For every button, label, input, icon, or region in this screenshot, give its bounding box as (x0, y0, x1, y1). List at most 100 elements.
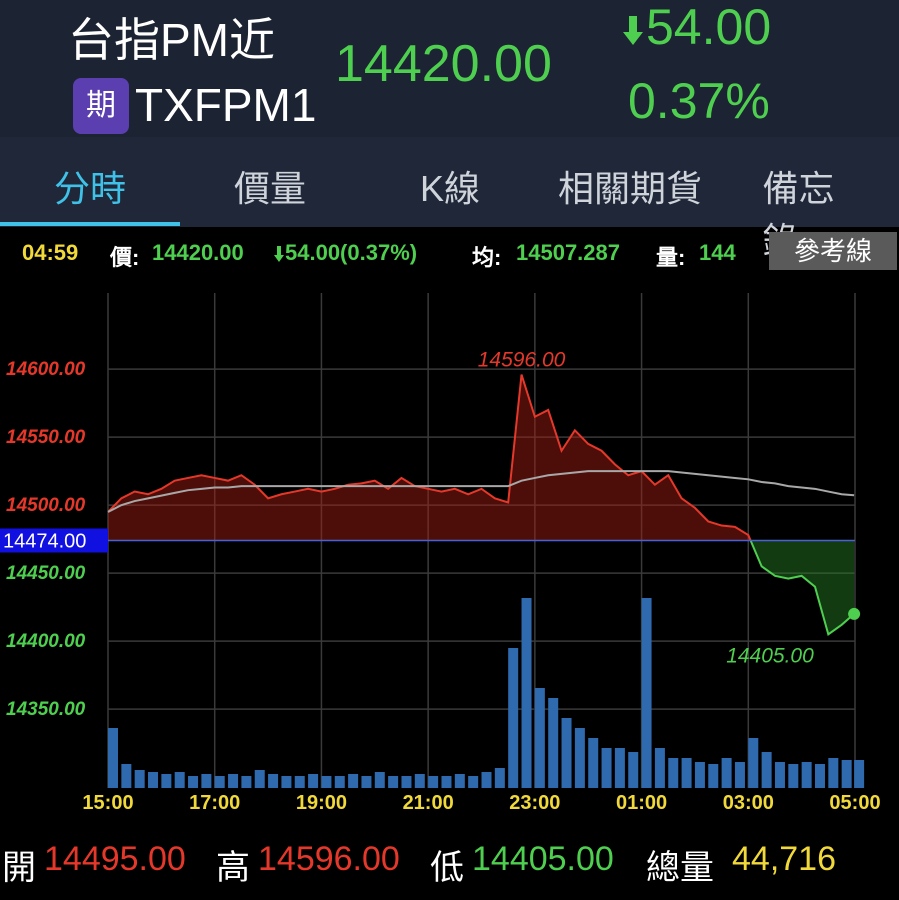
price-line (108, 374, 752, 541)
badge: 期 (73, 78, 129, 134)
info-label: 均: (472, 245, 502, 270)
volume-bar (481, 772, 492, 788)
volume-bar (374, 772, 385, 788)
footer-label: 總量 (646, 849, 714, 887)
volume-bar (841, 760, 852, 788)
volume-bar (614, 748, 625, 788)
volume-bar (428, 776, 439, 788)
chart: 14474.00 14350.00 14400.00 14450.00 14500.00… (0, 293, 881, 814)
volume-bar (508, 648, 519, 788)
volume-bar (201, 774, 212, 788)
volume-bar (854, 760, 865, 788)
footer-value: 14405.00 (472, 840, 614, 878)
volume-bar (788, 764, 799, 788)
average-line (107, 470, 855, 513)
volume-bar (174, 772, 185, 788)
last-point (848, 607, 861, 620)
tab[interactable]: K線 (419, 168, 481, 209)
volume-bar (268, 774, 279, 788)
volume-bar (348, 774, 359, 788)
x-tick-label: 15:00 (82, 792, 133, 814)
volume-bar (214, 776, 225, 788)
tab-underline (0, 222, 180, 226)
volume-bar (654, 748, 665, 788)
volume-bar (534, 688, 545, 788)
volume-bar (748, 738, 759, 788)
volume-bar (734, 762, 745, 788)
info-label: 價: (110, 245, 140, 270)
price-area (108, 540, 855, 635)
annotation: 14596.00 (478, 349, 566, 372)
volume-bar (161, 774, 172, 788)
x-tick-label: 05:00 (829, 792, 880, 814)
footer-value: 44,716 (732, 840, 836, 878)
volume-bar (548, 698, 559, 788)
down-arrow (623, 16, 643, 45)
volume-bar (694, 762, 705, 788)
footer-value: 14596.00 (258, 840, 400, 878)
volume-bar (441, 776, 452, 788)
volume-bar (588, 738, 599, 788)
footer-value: 14495.00 (44, 840, 186, 878)
footer-label: 開 (2, 849, 36, 887)
volume-bar (681, 758, 692, 788)
y-tick-label: 14350.00 (6, 699, 86, 720)
volume-bar (601, 748, 612, 788)
tab[interactable]: 相關期貨 (557, 168, 703, 209)
volume-bar (321, 776, 332, 788)
volume-bar (761, 752, 772, 788)
x-tick-label: 23:00 (509, 792, 560, 814)
volume-bar (281, 776, 292, 788)
x-tick-label: 01:00 (616, 792, 667, 814)
header (0, 0, 899, 137)
y-tick-label: 14450.00 (6, 563, 86, 584)
volume-bar (294, 776, 305, 788)
volume-bar (388, 776, 399, 788)
annotation: 14405.00 (726, 644, 814, 667)
info-time: 04:59 (22, 240, 79, 265)
y-tick-label: 14550.00 (6, 427, 86, 448)
volume-bar (801, 762, 812, 788)
volume-bar (334, 776, 345, 788)
volume-bar (228, 774, 239, 788)
info-label: 量: (656, 245, 686, 270)
code: TXFPM1 (135, 79, 317, 131)
info-price: 14420.00 (152, 240, 244, 265)
tab[interactable]: 價量 (233, 168, 307, 209)
volume-bar (134, 770, 145, 788)
volume-bar (361, 776, 372, 788)
change: 54.00 (646, 0, 772, 55)
y-tick-label: 14500.00 (6, 495, 86, 516)
x-tick-label: 19:00 (296, 792, 347, 814)
reference-button[interactable]: 參考線 (769, 232, 897, 270)
volume-bar (521, 598, 532, 788)
x-tick-label: 17:00 (189, 792, 240, 814)
info-avg: 14507.287 (516, 240, 620, 265)
info-volume: 144 (699, 240, 736, 265)
volume-bar (561, 718, 572, 788)
tab-bar (0, 137, 899, 227)
volume-bar (401, 776, 412, 788)
volume-bar (308, 774, 319, 788)
volume-bar (468, 776, 479, 788)
volume-bar (641, 598, 652, 788)
y-tick-label: 14600.00 (6, 359, 86, 380)
x-tick-label: 21:00 (403, 792, 454, 814)
volume-bar (188, 776, 199, 788)
volume-bar (454, 774, 465, 788)
change-pct: 0.37% (628, 73, 770, 129)
info-change: 54.00(0.37%) (285, 240, 418, 265)
volume-bar (121, 764, 132, 788)
volume-bar (108, 728, 118, 788)
volume-bar (708, 764, 719, 788)
info-arrow (274, 246, 284, 262)
y-tick-label: 14400.00 (6, 631, 86, 652)
x-tick-label: 03:00 (723, 792, 774, 814)
volume-bar (574, 728, 585, 788)
tab[interactable]: 分時 (53, 168, 127, 209)
footer-label: 低 (430, 849, 464, 887)
volume-bar (241, 776, 252, 788)
reference-label-bg (0, 528, 108, 553)
volume-bar (828, 758, 839, 788)
